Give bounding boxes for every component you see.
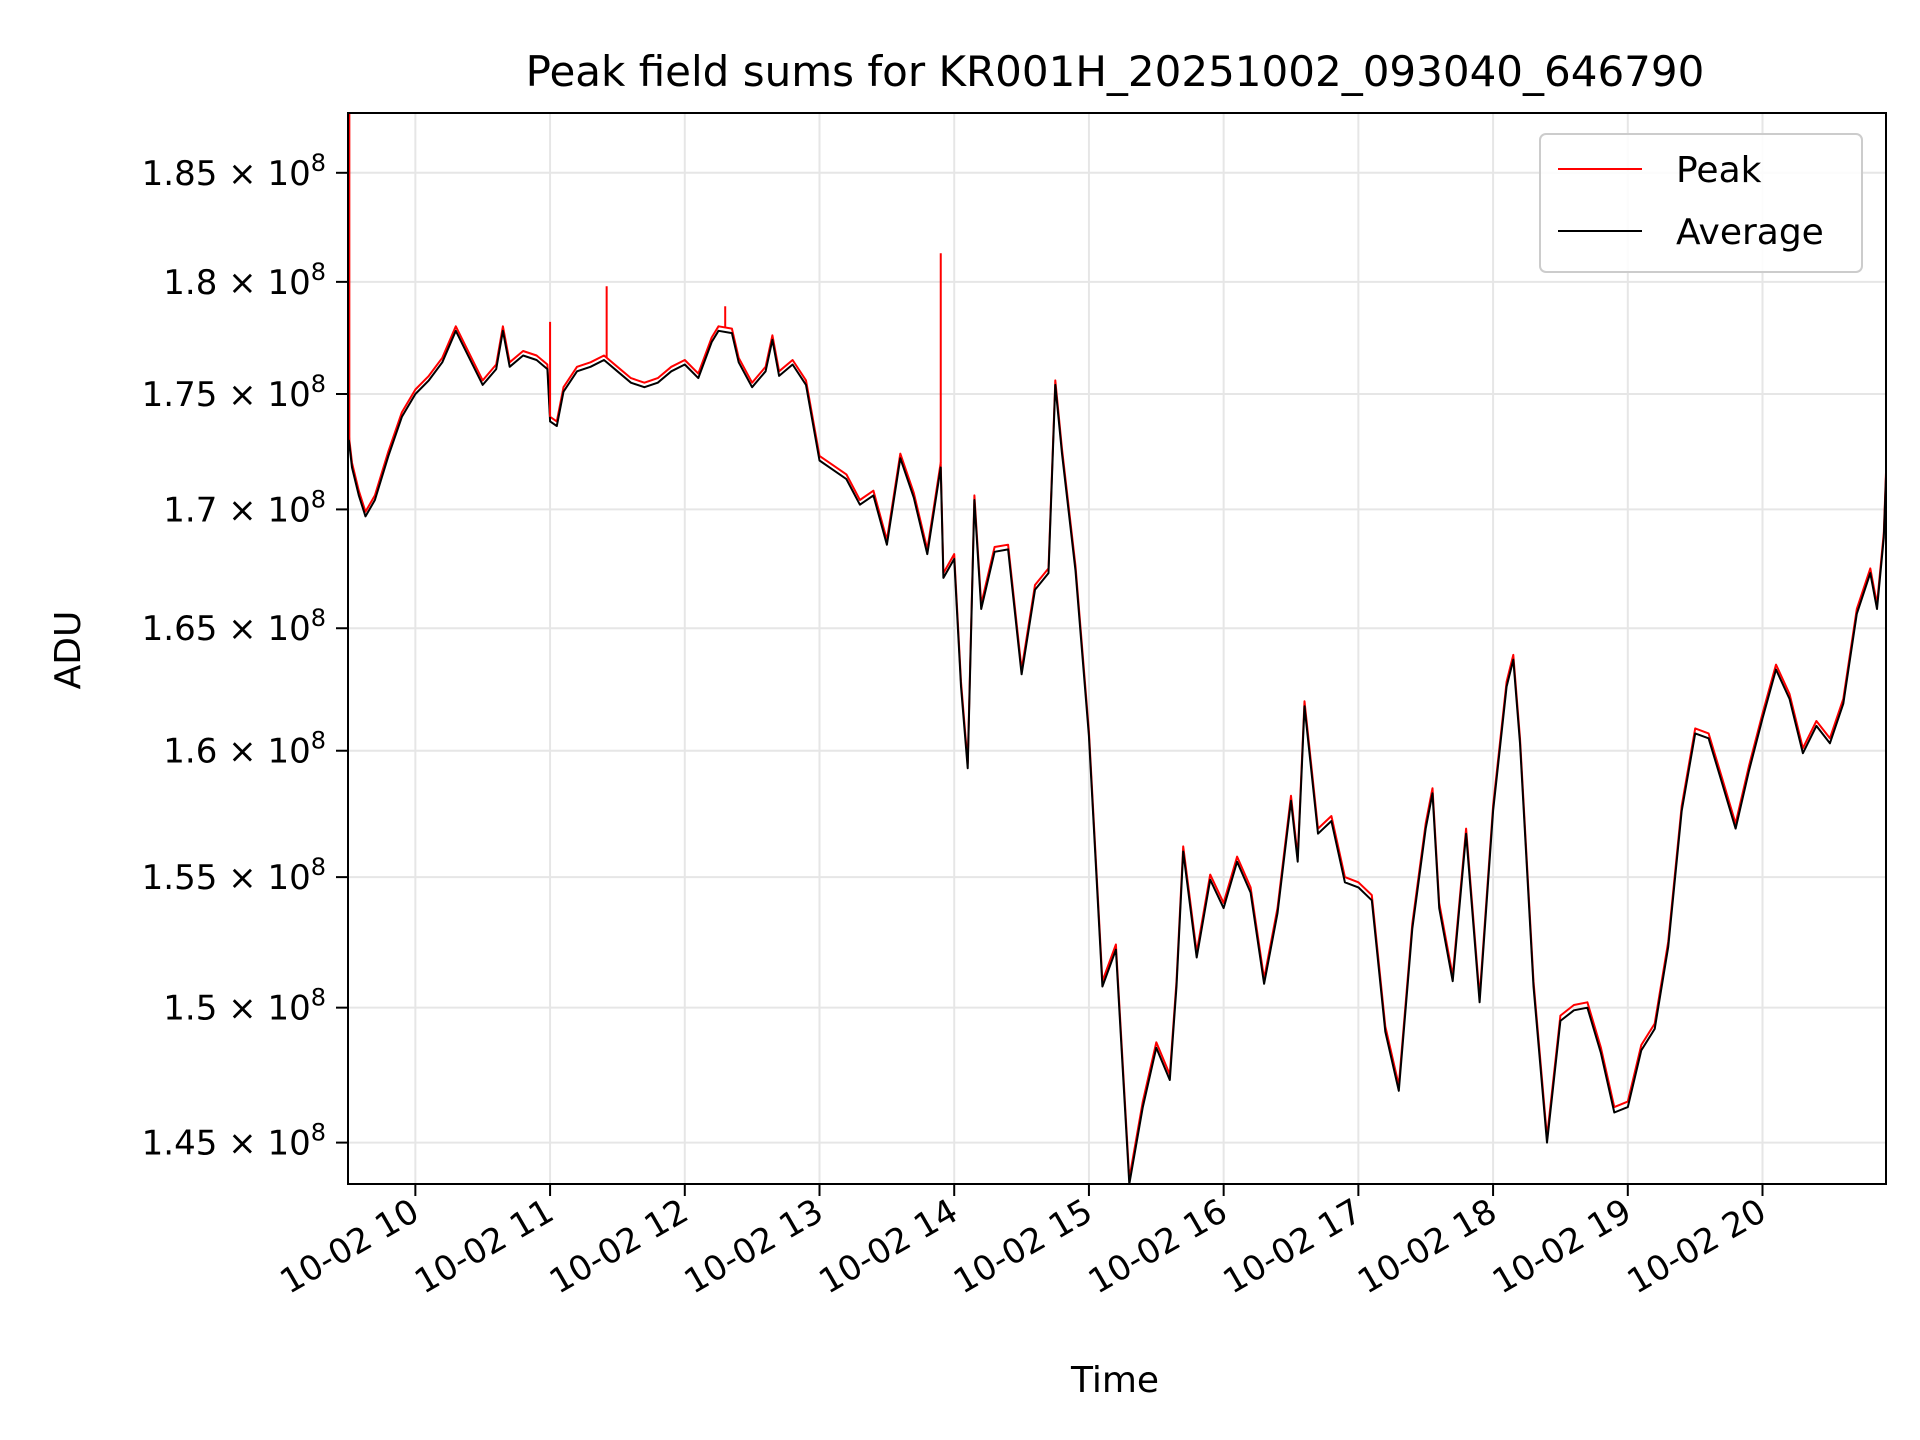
x-tick-label: 10-02 11	[408, 1191, 560, 1302]
x-axis-label: Time	[1070, 1360, 1159, 1401]
y-tick-label: 1.7 × 108	[163, 485, 326, 530]
plot-frame	[347, 112, 1887, 1185]
legend-label-average: Average	[1676, 212, 1824, 253]
y-tick-label: 1.55 × 108	[142, 853, 326, 898]
chart-title: Peak field sums for KR001H_20251002_0930…	[526, 47, 1705, 96]
x-tick-label: 10-02 10	[273, 1191, 425, 1302]
x-tick-label: 10-02 19	[1486, 1191, 1638, 1302]
series-line-peak	[348, 325, 1886, 1180]
legend: Peak Average	[1539, 133, 1863, 273]
y-tick-label: 1.8 × 108	[163, 258, 326, 303]
x-tick-label: 10-02 13	[678, 1191, 830, 1302]
grid	[348, 113, 1886, 1184]
plot-area	[348, 113, 1886, 1184]
x-tick-label: 10-02 17	[1216, 1191, 1368, 1302]
y-tick-label: 1.75 × 108	[142, 370, 326, 415]
y-tick-label: 1.65 × 108	[142, 604, 326, 649]
y-tick-label: 1.6 × 108	[163, 727, 326, 772]
x-tick-label: 10-02 15	[947, 1191, 1099, 1302]
legend-label-peak: Peak	[1676, 150, 1762, 191]
x-tick-label: 10-02 12	[543, 1191, 695, 1302]
y-tick-label: 1.45 × 108	[142, 1119, 326, 1164]
x-tick-label: 10-02 20	[1621, 1191, 1773, 1302]
x-tick-label: 10-02 16	[1082, 1191, 1234, 1302]
y-axis-label: ADU	[48, 611, 89, 690]
x-tick-label: 10-02 18	[1351, 1191, 1503, 1302]
series-line-average	[348, 329, 1886, 1184]
y-tick-label: 1.5 × 108	[163, 984, 326, 1029]
y-tick-label: 1.85 × 108	[142, 149, 326, 194]
x-tick-label: 10-02 14	[812, 1191, 964, 1302]
